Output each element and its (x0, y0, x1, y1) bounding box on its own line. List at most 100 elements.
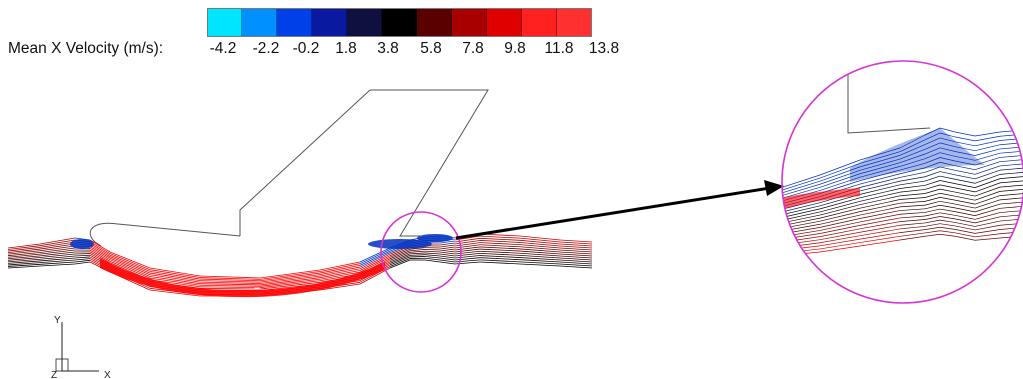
streamline-segment (389, 253, 411, 263)
streamline-segment (559, 257, 593, 261)
streamline-segment (479, 261, 521, 265)
zoom-streamline-segment (974, 174, 1001, 184)
streamline-segment (149, 269, 201, 278)
zoom-streamline-segment (954, 225, 976, 231)
streamline-segment (74, 259, 91, 263)
zoom-streamline-segment (974, 161, 1001, 171)
zoom-outline (847, 61, 931, 134)
zoom-streamline-segment (999, 129, 1023, 133)
zoom-streamline-segment (924, 216, 941, 220)
streamline-segment (199, 275, 261, 279)
streamline-segment (439, 253, 456, 257)
streamline-segment (479, 248, 521, 252)
streamline-segment (319, 271, 361, 280)
zoom-streamline-segment (924, 157, 941, 164)
streamline-segment (7, 243, 41, 249)
zoom-streamline-segment (782, 230, 821, 238)
zoom-streamline-segment (924, 137, 941, 145)
streamline-segment (259, 272, 321, 282)
streamline-segment (559, 253, 593, 257)
zoom-view (782, 61, 1023, 257)
streamline-segment (199, 280, 261, 283)
streamline-segment (409, 250, 426, 253)
streamline-segment (89, 251, 111, 264)
tick-label: 1.8 (335, 40, 357, 57)
zoom-streamline-segment (939, 142, 956, 148)
zoom-streamline-segment (954, 191, 976, 197)
zoom-circle (781, 60, 1023, 304)
zoom-streamline-segment (939, 180, 956, 184)
streamline-segment (454, 250, 481, 255)
zoom-streamline-segment (939, 188, 956, 193)
streamline-segment (389, 258, 411, 267)
zoom-streamline-segment (939, 127, 956, 133)
zoom-streamline-segment (999, 133, 1023, 137)
streamline-segment (39, 255, 76, 260)
zoom-streamline-segment (974, 157, 1001, 166)
streamline-segment (109, 257, 151, 276)
zoom-streamline-segment (819, 218, 861, 228)
zoom-streamline-segment (859, 213, 901, 223)
streamline-segment (359, 249, 391, 265)
streamline-segment (149, 272, 201, 282)
streamline-segment (424, 254, 441, 257)
zoom-streamline-segment (859, 199, 901, 209)
streamline-segment (39, 257, 76, 262)
streamline-segment (424, 256, 441, 259)
colorbar-segment (347, 8, 382, 36)
zoom-streamline-segment (859, 180, 901, 192)
zoom-streamline-segment (974, 186, 1001, 197)
zoom-streamline-segment (899, 215, 926, 219)
zoom-streamline-segment (999, 138, 1023, 141)
zoom-streamline-segment (974, 178, 1001, 188)
zoom-streamline-segment (899, 184, 926, 189)
zoom-streamline-segment (859, 202, 901, 212)
streamline-segment (7, 252, 41, 257)
streamline-segment (39, 241, 76, 248)
tick-label: -0.2 (292, 40, 320, 57)
streamline-segment (479, 235, 521, 239)
zoom-streamline-segment (859, 188, 901, 199)
zoom-streamline-segment (782, 202, 821, 213)
tick-label: 9.8 (504, 40, 526, 57)
colorbar-segment (312, 8, 347, 36)
zoom-streamline-segment (939, 197, 956, 201)
zoom-streamline-segment (924, 188, 941, 194)
streamline-segment (479, 246, 521, 250)
zoom-streamline-segment (924, 223, 941, 227)
streamline-segment (109, 256, 151, 274)
zoom-streamline-segment (974, 169, 1001, 180)
zoom-streamline-segment (974, 220, 1001, 227)
streamline-segment (39, 237, 76, 245)
streamline-segment (259, 271, 321, 280)
zoom-streamline-segment (859, 217, 901, 226)
streamline-segment (199, 281, 261, 284)
zoom-streamline-segment (974, 212, 1001, 220)
zoom-streamline-segment (939, 147, 956, 152)
zoom-streamline-segment (954, 165, 976, 171)
streamline-segment (479, 257, 521, 261)
zoom-streamline-segment (954, 218, 976, 224)
streamline-segment (7, 253, 41, 258)
zoom-streamline-segment (924, 200, 941, 206)
zoom-streamline-segment (859, 232, 901, 240)
streamline-segment (479, 240, 521, 243)
streamline-segment (424, 257, 441, 261)
streamline-segment (259, 274, 321, 283)
zoom-streamline-segment (859, 162, 901, 175)
zoom-streamline-segment (954, 151, 976, 156)
zoom-streamline-segment (859, 195, 901, 206)
zoom-streamline-segment (819, 211, 861, 222)
streamline-segment (39, 253, 76, 258)
recirculation-region (368, 239, 432, 249)
streamline-segment (319, 264, 361, 274)
zoom-streamline-segment (939, 223, 956, 227)
streamline-segment (39, 239, 76, 247)
streamline-segment (424, 252, 441, 255)
zoom-streamline-segment (954, 136, 976, 142)
streamline-segment (7, 263, 41, 267)
zoom-streamline-segment (939, 132, 956, 138)
streamline-segment (439, 257, 456, 261)
zoom-streamline-segment (899, 167, 926, 175)
